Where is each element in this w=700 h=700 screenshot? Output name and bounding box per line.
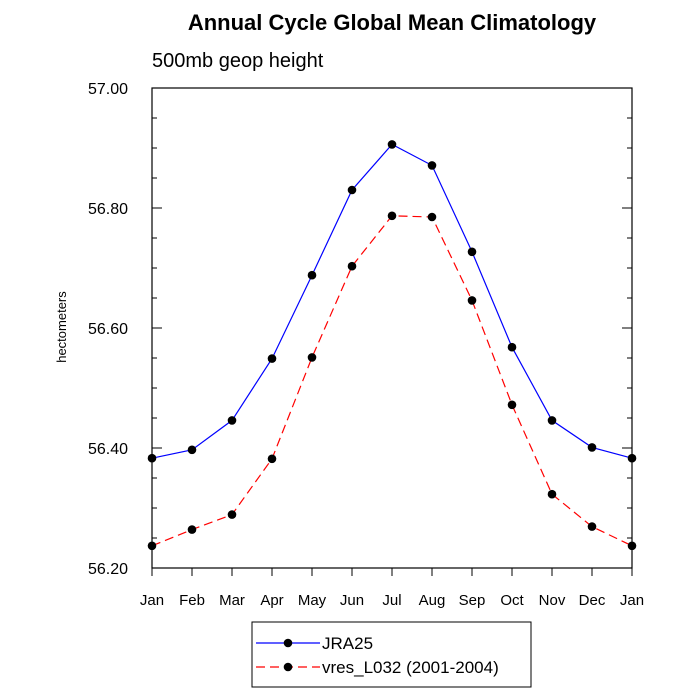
data-point [507,400,517,410]
y-tick-label: 57.00 [88,81,128,98]
y-tick-label: 56.40 [88,441,128,458]
x-tick-labels: Jan Feb Mar Apr May Jun Jul Aug Sep Oct Nov Dec Jan [140,592,644,609]
data-point [467,296,477,305]
chart-subtitle: 500mb geop height [152,50,324,72]
legend-label: JRA25 [322,634,373,653]
chart-title: Annual Cycle Global Mean Climatology [188,10,597,35]
x-tick-label: Feb [179,592,205,609]
legend: JRA25 vres_L032 (2001-2004) [251,621,532,688]
x-tick-label: Jul [382,592,401,609]
x-tick-label: Jan [140,592,164,609]
data-point [387,211,397,221]
y-tick-labels: 56.20 56.40 56.60 56.80 57.00 [88,81,128,578]
data-point [347,261,357,271]
series-1 [147,211,637,551]
legend-marker [283,638,293,648]
data-point [267,454,277,464]
series-layer [147,140,637,551]
data-point [307,270,317,280]
axis-ticks [151,87,633,576]
y-tick-label: 56.80 [88,201,128,218]
plot-frame [151,87,633,569]
series-line [151,143,633,459]
data-point [227,416,237,425]
x-tick-label: Jan [620,592,644,609]
x-tick-label: Mar [219,592,245,609]
data-point [587,522,597,531]
x-tick-label: Sep [459,592,486,609]
x-tick-label: Oct [500,592,524,609]
x-tick-label: Aug [419,592,446,609]
x-tick-label: Nov [539,592,566,609]
legend-box [251,621,532,688]
y-tick-label: 56.20 [88,561,128,578]
data-point [427,161,437,170]
data-point [347,185,357,195]
series-line [151,215,633,547]
x-tick-label: May [298,592,327,609]
data-point [547,489,557,499]
series-0 [147,140,637,463]
data-point [187,445,197,455]
x-tick-label: Jun [340,592,364,609]
data-point [187,525,197,534]
data-point [427,212,437,222]
legend-label: vres_L032 (2001-2004) [322,658,499,677]
x-tick-label: Dec [579,592,606,609]
data-point [387,140,397,149]
data-point [587,443,597,452]
data-point [467,247,477,257]
data-point [547,416,557,425]
data-point [507,342,517,352]
data-point [227,510,237,519]
y-axis-label: hectometers [54,291,69,363]
y-tick-label: 56.60 [88,321,128,338]
legend-marker [283,662,293,672]
data-point [267,354,277,363]
x-tick-label: Apr [260,592,283,609]
data-point [307,353,317,362]
